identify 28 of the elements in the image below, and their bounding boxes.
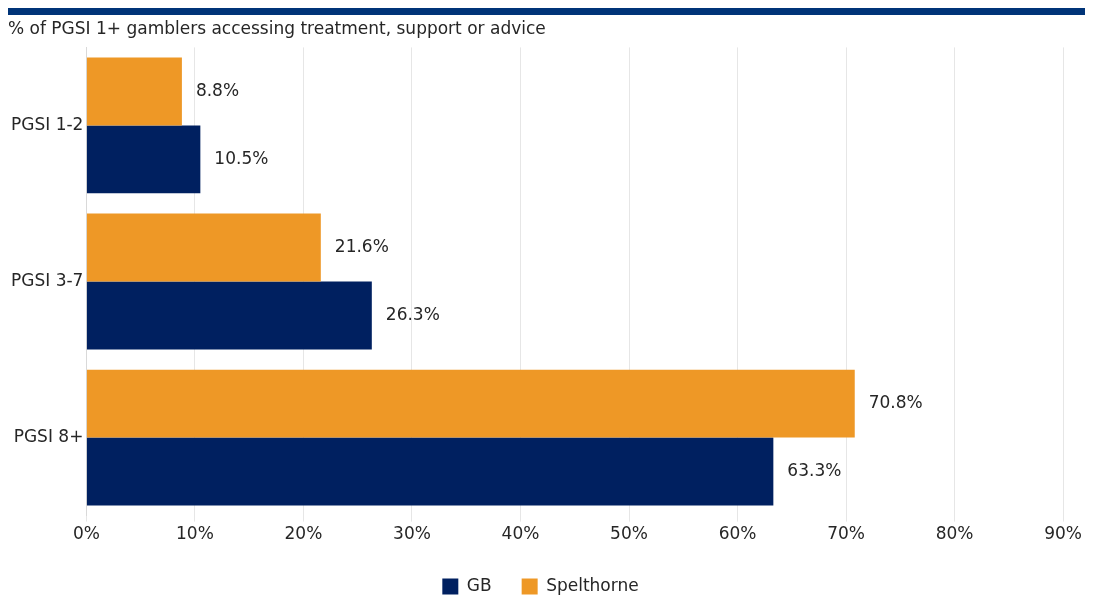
x-tick-label: 10% [176, 523, 214, 544]
x-tick-label: 30% [393, 523, 431, 544]
x-tick-label: 90% [1044, 523, 1083, 544]
x-tick-label: 50% [610, 523, 648, 544]
y-tick-label: PGSI 8+ [13, 425, 84, 446]
data-label: 10.5% [214, 147, 269, 168]
x-tick-label: 60% [718, 523, 757, 544]
x-tick-label: 40% [501, 523, 540, 544]
bar [86, 437, 774, 506]
data-label: 8.8% [195, 79, 240, 100]
x-tick-label: 80% [935, 523, 974, 544]
data-label: 70.8% [868, 392, 923, 413]
chart-title: % of PGSI 1+ gamblers accessing treatment, support or advice [8, 17, 546, 38]
y-tick-label: PGSI 1-2 [10, 113, 84, 134]
bar [86, 125, 201, 194]
bar [86, 57, 182, 126]
bar [86, 213, 321, 282]
x-tick-label: 20% [284, 523, 323, 544]
y-tick-label: PGSI 3-7 [10, 269, 84, 290]
legend-label: GB [466, 574, 492, 595]
bar [86, 369, 855, 438]
x-tick-label: 0% [72, 523, 100, 544]
legend-label: Spelthorne [546, 574, 639, 595]
data-label: 26.3% [385, 303, 440, 324]
data-label: 21.6% [334, 235, 389, 256]
bar [86, 281, 372, 350]
x-tick-label: 70% [827, 523, 865, 544]
data-label: 63.3% [787, 459, 842, 480]
